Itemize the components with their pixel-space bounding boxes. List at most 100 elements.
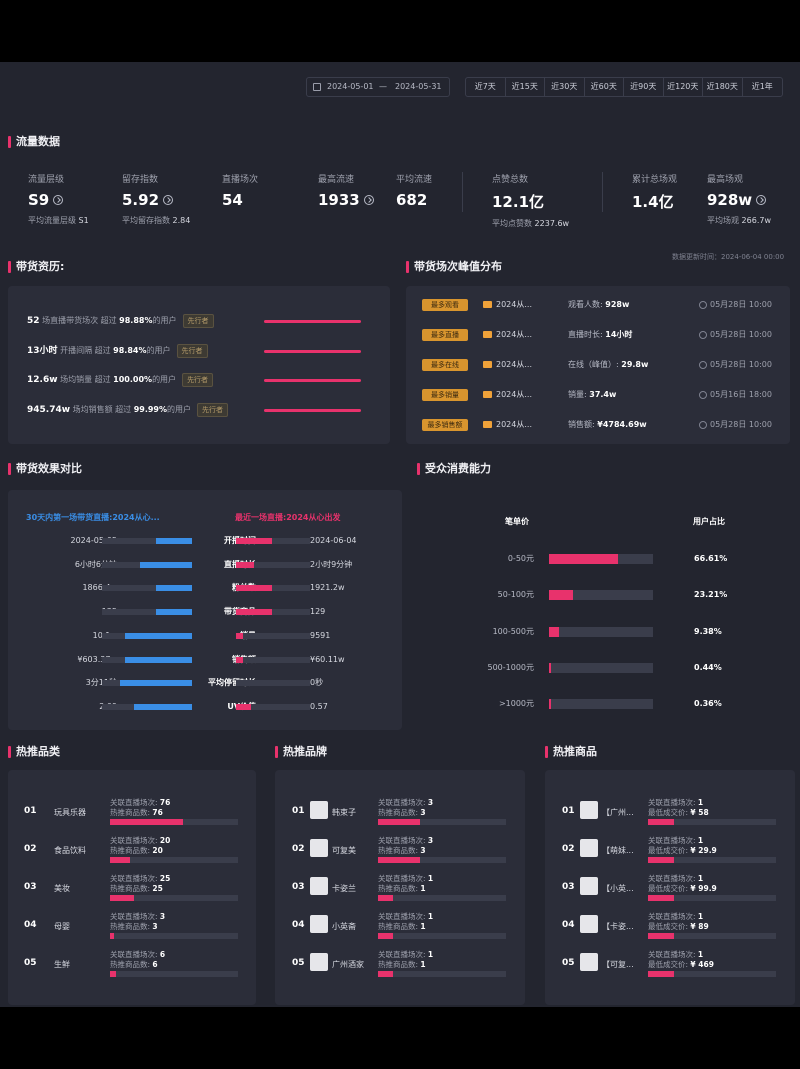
compare-right-track [236,538,310,544]
info-circle-icon[interactable] [756,195,767,205]
peak-badge: 最多直播 [422,329,468,341]
stat-key: 最低成交价: [648,960,689,969]
compare-metric-name: 平均停留时长 [208,678,256,688]
history-bar [264,408,361,412]
consumption-section-title: 受众消费能力 [417,462,491,476]
stat-value: 25 [159,874,171,883]
history-bar [264,320,361,323]
consumption-range: 100-500元 [492,626,534,636]
rank-number: 03 [562,882,575,892]
range-30d-button[interactable]: 近30天 [545,78,585,96]
peak-room-link[interactable]: 2024从... [496,300,532,309]
cart-icon [483,301,492,308]
stat-value: 3 [159,912,166,921]
history-tail: 的用户 [146,345,171,355]
range-15d-button[interactable]: 近15天 [506,78,545,96]
date-range-picker[interactable]: 2024-05-01 — 2024-05-31 [306,77,450,97]
hot-category-row[interactable]: 03 美妆 关联直播场次: 25 热推商品数: 25 [24,873,264,903]
stat-line-2: 热推商品数: 76 [110,807,163,818]
metric-card: 平均流速 682 [396,172,432,209]
hot-product-row[interactable]: 01 【广州... 关联直播场次: 1 最低成交价: ¥ 58 [562,797,800,827]
stat-bar [110,895,135,901]
stat-value: 1 [697,836,704,845]
stat-bar [378,895,394,901]
range-60d-button[interactable]: 近60天 [585,78,624,96]
hot-brand-row[interactable]: 02 可复美 关联直播场次: 3 热推商品数: 3 [292,835,532,865]
hot-category-row[interactable]: 05 生鲜 关联直播场次: 6 热推商品数: 6 [24,949,264,979]
peak-row: 最多观看 2024从... 观看人数: 928w 05月28日 10:00 [422,297,782,313]
hot-brand-row[interactable]: 05 广州酒家 关联直播场次: 1 热推商品数: 1 [292,949,532,979]
peak-room-link[interactable]: 2024从... [496,360,532,369]
stat-key: 关联直播场次: [110,836,158,845]
stat-line-1: 关联直播场次: 25 [110,873,170,884]
hot-category-row[interactable]: 02 食品饮料 关联直播场次: 20 热推商品数: 20 [24,835,264,865]
metric-sub-value: S1 [78,216,89,225]
peak-badge: 最多销量 [422,389,468,401]
range-90d-button[interactable]: 近90天 [624,78,664,96]
compare-card [8,490,402,730]
metric-label: 点赞总数 [492,175,529,185]
compare-row: 1866.4w粉丝数1921.2w [20,581,360,595]
item-name: 【可复... [602,960,634,969]
stat-line-1: 关联直播场次: 1 [378,949,433,960]
quick-range-group: 近7天 近15天 近30天 近60天 近90天 近120天 近180天 近1年 [465,77,783,97]
history-exceed: 超过 [100,316,117,325]
hot-product-row[interactable]: 04 【卡姿... 关联直播场次: 1 最低成交价: ¥ 89 [562,911,800,941]
compare-left-bar [134,703,192,710]
peak-metric-key: 销量: [568,390,587,399]
peak-room-link[interactable]: 2024从... [496,330,532,339]
hot-category-row[interactable]: 01 玩具乐器 关联直播场次: 76 热推商品数: 76 [24,797,264,827]
stat-value: ¥ 58 [690,808,709,817]
compare-left-track [102,585,192,592]
compare-row: 2.09UV价值0.57 [20,700,360,714]
peak-metric-key: 观看人数: [568,300,603,309]
peak-room-link[interactable]: 2024从... [496,390,532,399]
range-1y-button[interactable]: 近1年 [751,82,773,91]
peak-metric-value: 14小时 [605,330,633,339]
compare-left-track [102,538,192,544]
cart-icon [483,331,492,338]
thumbnail-icon [580,953,598,971]
info-circle-icon[interactable] [53,195,64,205]
stat-track [378,971,506,977]
stat-line-2: 最低成交价: ¥ 29.9 [648,845,717,856]
hot-brand-row[interactable]: 03 卡姿兰 关联直播场次: 1 热推商品数: 1 [292,873,532,903]
info-circle-icon[interactable] [163,195,174,205]
history-exceed: 超过 [115,404,132,414]
thumbnail-icon [310,801,328,819]
stat-track [110,857,238,863]
hot-product-row[interactable]: 05 【可复... 关联直播场次: 1 最低成交价: ¥ 469 [562,949,800,979]
peak-room-link[interactable]: 2024从... [496,420,532,429]
hot-brand-row[interactable]: 04 小英斋 关联直播场次: 1 热推商品数: 1 [292,911,532,941]
stat-key: 热推商品数: [110,884,151,893]
range-180d-button[interactable]: 近180天 [703,78,743,96]
stat-line-1: 关联直播场次: 1 [378,911,433,922]
stat-key: 最低成交价: [648,884,689,893]
stat-line-2: 最低成交价: ¥ 99.9 [648,883,717,894]
metric-label: 最高流速 [318,175,355,185]
hot-product-row[interactable]: 02 【萌妹... 关联直播场次: 1 最低成交价: ¥ 29.9 [562,835,800,865]
range-7d-button[interactable]: 近7天 [466,78,506,96]
info-circle-icon[interactable] [363,195,374,205]
stat-line-1: 关联直播场次: 3 [378,797,433,808]
metric-sub-label: 平均留存指数 [122,216,170,225]
hot-category-row[interactable]: 04 母婴 关联直播场次: 3 热推商品数: 3 [24,911,264,941]
stat-track [110,971,238,977]
compare-left-value: 6小时6分钟 [74,559,117,569]
hot-brand-row[interactable]: 01 韩束子 关联直播场次: 3 热推商品数: 3 [292,797,532,827]
hot-product-row[interactable]: 03 【小英... 关联直播场次: 1 最低成交价: ¥ 99.9 [562,873,800,903]
metric-label: 最高场观 [707,175,744,185]
compare-right-bar [236,585,272,592]
range-120d-button[interactable]: 近120天 [664,78,703,96]
metric-value-row: 1933 [318,191,374,209]
history-tag: 先行者 [182,373,214,387]
stat-key: 关联直播场次: [378,798,426,807]
stat-value: ¥ 99.9 [690,884,717,893]
hot-brand-title: 热推品牌 [275,745,327,759]
rank-number: 05 [562,958,575,968]
consumption-range: 0-50元 [507,554,534,563]
compare-left-track [102,656,192,663]
stat-key: 关联直播场次: [110,912,158,921]
stat-value: ¥ 89 [690,922,709,931]
history-row: 13小时 开播间隔 超过 98.84%的用户 先行者 [27,343,208,358]
